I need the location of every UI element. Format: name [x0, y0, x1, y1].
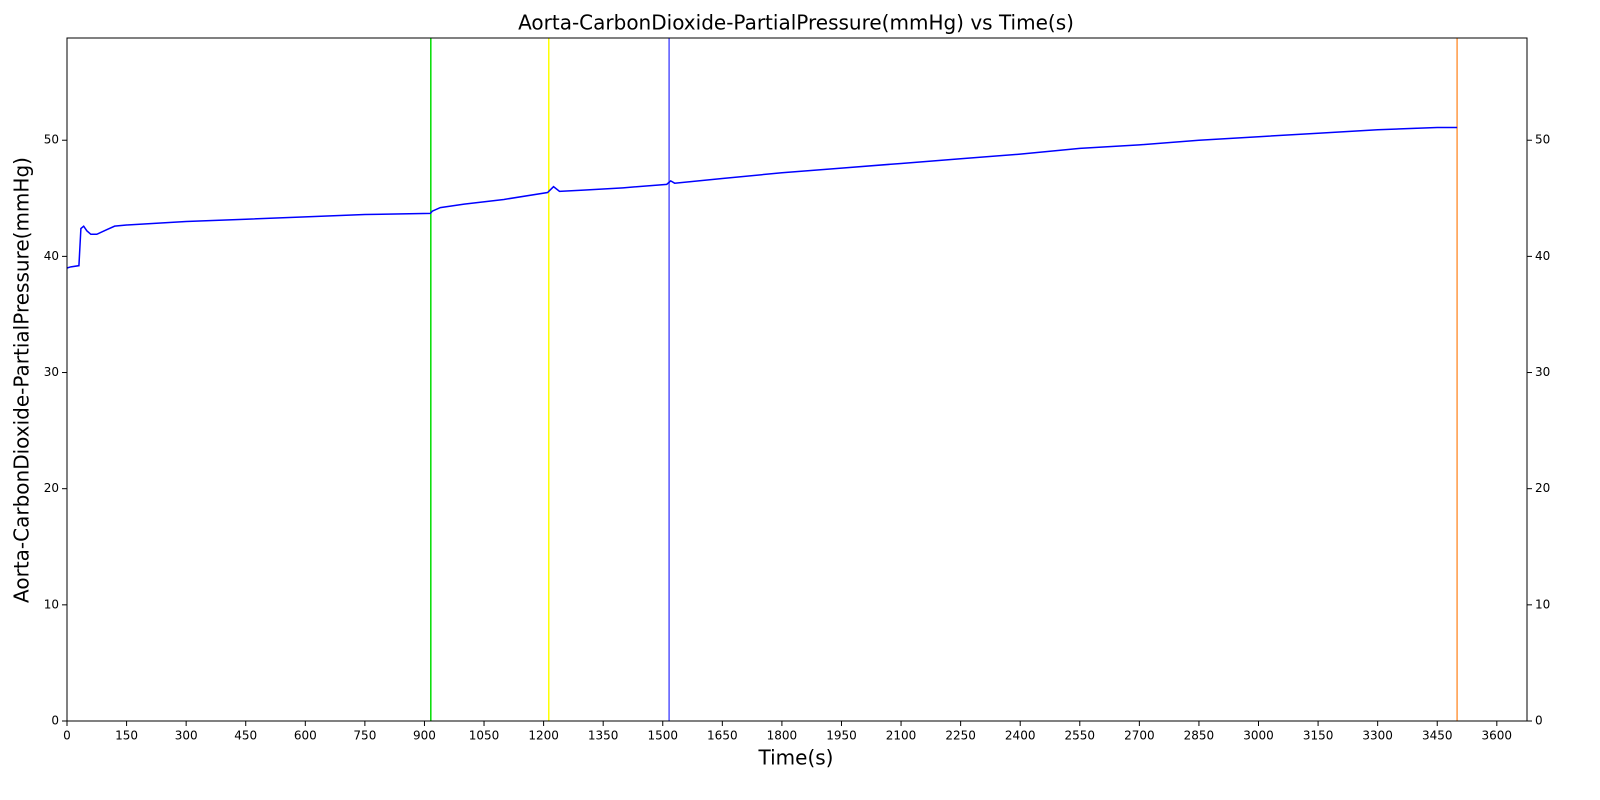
- y-axis-label: Aorta-CarbonDioxide-PartialPressure(mmHg…: [10, 157, 34, 603]
- y2-tick-label: 40: [1535, 249, 1550, 263]
- y-tick-label: 40: [44, 249, 59, 263]
- x-axis-label: Time(s): [758, 746, 834, 770]
- y2-tick-label: 20: [1535, 481, 1550, 495]
- y2-tick-label: 30: [1535, 365, 1550, 379]
- x-tick-label: 2700: [1124, 729, 1155, 743]
- x-tick-label: 450: [234, 729, 257, 743]
- y2-tick-label: 10: [1535, 597, 1550, 611]
- y-tick-label: 30: [44, 365, 59, 379]
- x-tick-label: 600: [294, 729, 317, 743]
- y2-tick-label: 50: [1535, 133, 1550, 147]
- y-tick-label: 0: [51, 714, 59, 728]
- x-tick-label: 1950: [826, 729, 857, 743]
- x-tick-label: 1500: [647, 729, 678, 743]
- x-tick-label: 2550: [1065, 729, 1096, 743]
- x-tick-label: 1650: [707, 729, 738, 743]
- x-tick-label: 1050: [469, 729, 500, 743]
- x-tick-label: 3600: [1482, 729, 1513, 743]
- x-tick-label: 1350: [588, 729, 619, 743]
- x-tick-label: 0: [63, 729, 71, 743]
- y2-tick-label: 0: [1535, 714, 1543, 728]
- chart-title: Aorta-CarbonDioxide-PartialPressure(mmHg…: [518, 11, 1074, 35]
- x-tick-label: 3300: [1362, 729, 1393, 743]
- data-line: [66, 126, 1458, 269]
- x-tick-label: 1200: [528, 729, 559, 743]
- y-tick-label: 10: [44, 597, 59, 611]
- x-tick-label: 3150: [1303, 729, 1334, 743]
- plot-frame: [66, 37, 1528, 722]
- x-tick-label: 300: [175, 729, 198, 743]
- x-tick-label: 3000: [1243, 729, 1274, 743]
- x-tick-label: 2250: [945, 729, 976, 743]
- x-tick-label: 2100: [886, 729, 917, 743]
- x-tick-label: 2400: [1005, 729, 1036, 743]
- y-tick-label: 50: [44, 133, 59, 147]
- x-tick-label: 2850: [1184, 729, 1215, 743]
- x-tick-label: 750: [353, 729, 376, 743]
- y-tick-label: 20: [44, 481, 59, 495]
- x-tick-label: 1800: [767, 729, 798, 743]
- x-tick-label: 3450: [1422, 729, 1453, 743]
- x-tick-label: 900: [413, 729, 436, 743]
- x-tick-label: 150: [115, 729, 138, 743]
